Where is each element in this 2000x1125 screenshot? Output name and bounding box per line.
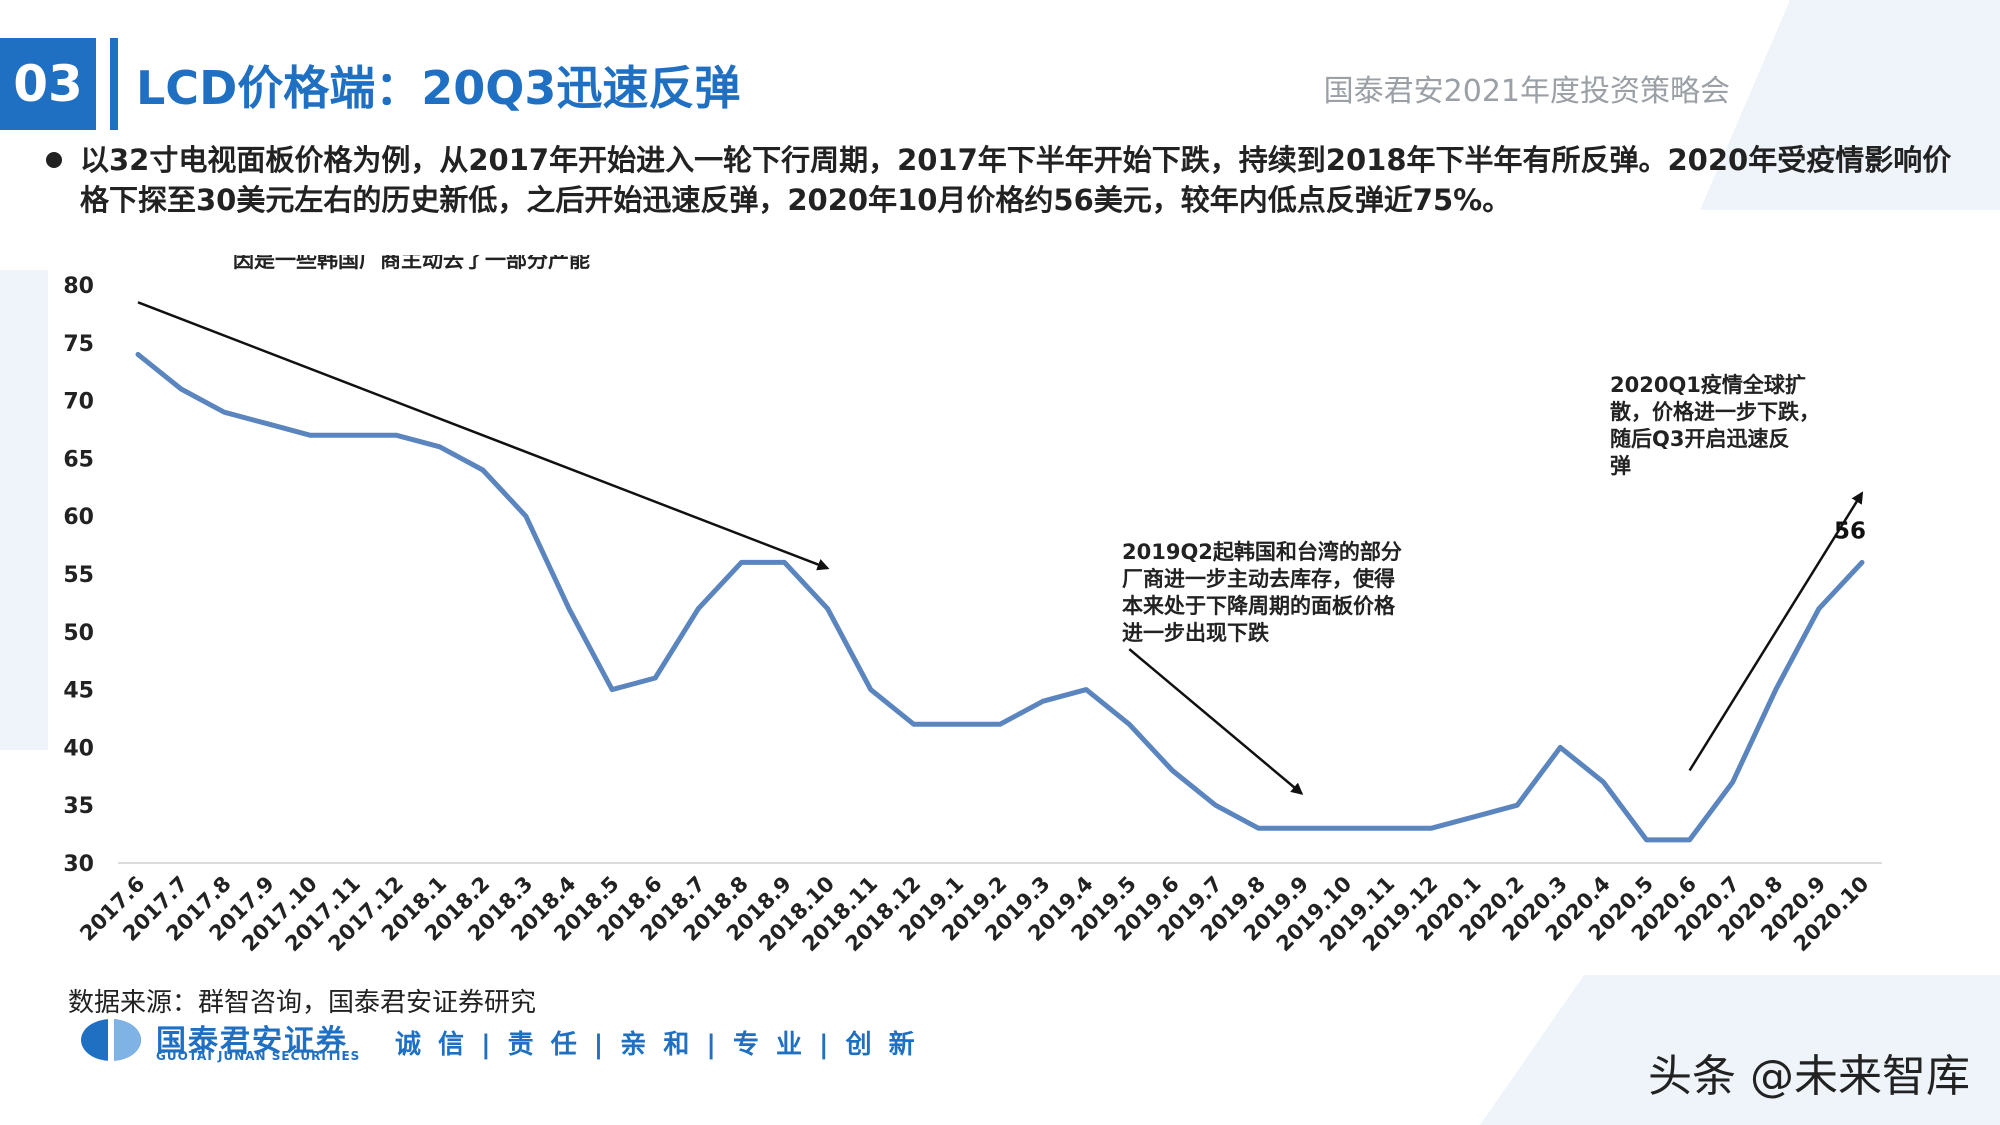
price-line-chart: 30354045505560657075802017.62017.72017.8… [63, 255, 1882, 956]
bullet-text: 以32寸电视面板价格为例，从2017年开始进入一轮下行周期，2017年下半年开始… [80, 143, 1952, 217]
y-tick-label: 30 [63, 852, 94, 877]
data-point [696, 606, 701, 611]
brand-motto: 诚 信 | 责 任 | 亲 和 | 专 业 | 创 新 [395, 1030, 919, 1060]
annotation-text: 因是一些韩国厂商主动去了一部分产能 [233, 255, 590, 272]
data-point [653, 676, 658, 681]
title-accent-bar [110, 38, 118, 130]
data-point [523, 514, 528, 519]
data-point [1515, 803, 1520, 808]
data-point [1687, 837, 1692, 842]
section-number: 03 [0, 38, 96, 130]
data-point [1860, 560, 1864, 565]
data-point [825, 606, 830, 611]
y-tick-label: 75 [63, 332, 94, 357]
annotation-arrow [1128, 648, 1304, 795]
data-point [998, 722, 1002, 727]
annotation-text: 进一步出现下跌 [1122, 621, 1270, 645]
brand-name-en: GUOTAI JUNAN SECURITIES [156, 1049, 361, 1063]
y-tick-label: 40 [63, 736, 94, 761]
background-shape-left [0, 270, 48, 750]
data-point [739, 560, 744, 565]
data-point [868, 687, 873, 692]
annotation-text: 2019Q2起韩国和台湾的部分 [1122, 540, 1402, 564]
data-point [351, 433, 356, 438]
data-point [265, 421, 270, 426]
annotation-arrow [1688, 491, 1864, 772]
watermark: 头条 @未来智库 [1648, 1051, 1970, 1102]
data-point [394, 433, 399, 438]
y-tick-label: 60 [63, 505, 94, 530]
data-source: 数据来源：群智咨询，国泰君安证券研究 [68, 988, 537, 1018]
data-point [1429, 826, 1433, 831]
data-point [1730, 780, 1735, 785]
annotation-text: 散，价格进一步下跌， [1610, 400, 1820, 424]
bullet-dot [46, 152, 62, 168]
data-point [1084, 687, 1089, 692]
data-point [911, 722, 916, 727]
brand-logo-icon [81, 1019, 141, 1061]
data-point [1213, 803, 1218, 808]
annotation-text: 随后Q3开启迅速反 [1610, 427, 1789, 451]
data-point [1170, 768, 1175, 773]
data-point [1127, 722, 1132, 727]
y-tick-label: 55 [63, 563, 94, 588]
data-point [136, 352, 140, 357]
annotation-arrow [137, 301, 830, 571]
y-tick-label: 45 [63, 679, 94, 704]
data-point [610, 687, 615, 692]
data-point [1472, 814, 1477, 819]
data-point [1773, 687, 1778, 692]
annotation-text: 2020Q1疫情全球扩 [1610, 373, 1806, 397]
y-tick-label: 50 [63, 621, 94, 646]
data-point [1558, 745, 1563, 750]
chart-panel: 30 35 40 45 50 55 60 65 70 75 80 2017.6 2017.7 2017.8… [50, 255, 1960, 975]
data-point [1041, 699, 1046, 704]
y-tick-label: 70 [63, 390, 94, 415]
data-point [1385, 826, 1390, 831]
data-point [1299, 826, 1304, 831]
data-point [179, 387, 184, 392]
data-point [1256, 826, 1261, 831]
data-point [782, 560, 787, 565]
annotation-text: 本来处于下降周期的面板价格 [1122, 594, 1396, 618]
y-tick-label: 80 [63, 274, 94, 299]
event-name: 国泰君安2021年度投资策略会 [1323, 74, 1730, 109]
data-point [437, 444, 442, 449]
data-point [1816, 606, 1821, 611]
y-tick-label: 35 [63, 794, 94, 819]
data-point [1601, 780, 1606, 785]
annotation-text: 厂商进一步主动去库存，使得 [1122, 567, 1395, 591]
brand-name-cn: 国泰君安证券 [156, 1024, 348, 1059]
data-point [480, 467, 485, 472]
data-point [567, 606, 571, 611]
data-point [1342, 826, 1347, 831]
page-title: LCD价格端：20Q3迅速反弹 [136, 61, 741, 115]
annotation-text: 弹 [1610, 454, 1631, 478]
price-series-line [135, 351, 1865, 843]
data-point [308, 433, 313, 438]
data-point [222, 410, 227, 415]
y-tick-label: 65 [63, 447, 94, 472]
data-point [954, 722, 959, 727]
data-point [1644, 837, 1649, 842]
